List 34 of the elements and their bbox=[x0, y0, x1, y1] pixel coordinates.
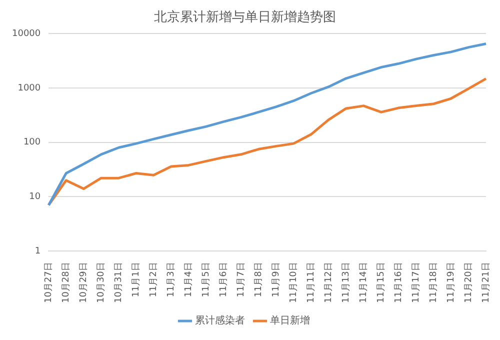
x-tick-label: 11月2日 bbox=[148, 262, 159, 298]
x-tick-label: 11月18日 bbox=[428, 262, 439, 303]
y-tick-label: 10 bbox=[29, 192, 41, 202]
y-tick-label: 100 bbox=[23, 138, 41, 148]
chart-title: 北京累计新增与单日新增趋势图 bbox=[154, 10, 336, 26]
x-tick-label: 11月21日 bbox=[481, 262, 492, 303]
y-tick-label: 1000 bbox=[18, 83, 41, 94]
x-tick-label: 11月10日 bbox=[288, 262, 299, 303]
x-tick-label: 11月14日 bbox=[358, 262, 369, 303]
x-tick-label: 11月12日 bbox=[324, 262, 334, 303]
y-tick-label: 1 bbox=[34, 246, 41, 256]
x-tick-label: 11月8日 bbox=[254, 262, 264, 298]
x-tick-label: 10月29日 bbox=[78, 262, 89, 303]
x-tick-label: 10月31日 bbox=[114, 262, 124, 303]
x-tick-label: 11月6日 bbox=[218, 262, 229, 298]
x-tick-label: 11月20日 bbox=[464, 262, 474, 303]
legend-label: 单日新增 bbox=[270, 314, 310, 327]
x-tick-label: 10月27日 bbox=[44, 262, 54, 303]
legend-label: 累计感染者 bbox=[195, 314, 245, 327]
x-tick-label: 11月5日 bbox=[201, 262, 212, 298]
x-tick-label: 11月17日 bbox=[411, 262, 422, 303]
x-tick-label: 11月16日 bbox=[394, 262, 404, 303]
x-tick-label: 11月3日 bbox=[166, 262, 176, 298]
x-tick-label: 11月7日 bbox=[236, 262, 246, 298]
x-tick-label: 10月30日 bbox=[96, 262, 106, 303]
x-tick-label: 11月4日 bbox=[184, 262, 194, 298]
x-tick-label: 11月9日 bbox=[271, 262, 282, 298]
x-tick-label: 11月13日 bbox=[341, 262, 352, 303]
x-tick-label: 10月28日 bbox=[61, 262, 72, 303]
x-tick-label: 11月11日 bbox=[306, 262, 316, 303]
x-tick-label: 11月15日 bbox=[376, 262, 386, 303]
y-tick-label: 10000 bbox=[12, 28, 41, 39]
x-tick-label: 11月19日 bbox=[446, 262, 456, 303]
x-tick-label: 11月1日 bbox=[131, 262, 142, 298]
